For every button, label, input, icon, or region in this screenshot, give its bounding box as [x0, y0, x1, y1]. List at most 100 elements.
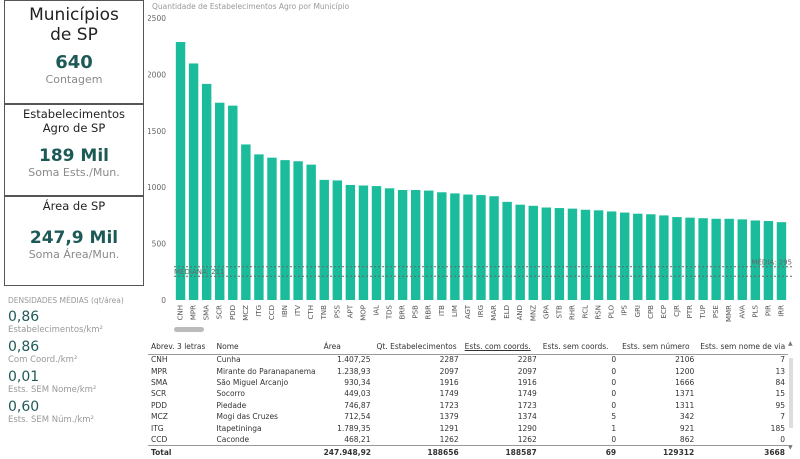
table-cell: 7	[780, 412, 785, 422]
x-tick-label: IBN	[281, 305, 289, 317]
col-header-area[interactable]: Área	[320, 340, 374, 355]
table-cell: 1749	[439, 389, 459, 399]
bar[interactable]	[515, 204, 525, 300]
bar[interactable]	[646, 214, 656, 300]
densidade-item: 0,86 Estabelecimentos/km²	[8, 309, 148, 335]
bar[interactable]	[254, 154, 264, 300]
table-row[interactable]: MCZ Mogi das Cruzes 712,54 1379 1374 5 342 7	[148, 411, 788, 422]
bar[interactable]	[554, 208, 565, 300]
bar[interactable]	[215, 102, 225, 300]
col-header-sem-nome-via[interactable]: Ests. sem nome de via	[697, 340, 788, 355]
bar[interactable]	[450, 193, 460, 300]
densidade-value: 0,01	[8, 369, 40, 385]
col-header-sem-numero[interactable]: Ests. sem número	[619, 340, 698, 355]
bar[interactable]	[633, 213, 643, 300]
scroll-up-icon[interactable]: ▲	[788, 340, 793, 347]
bar[interactable]	[502, 201, 512, 300]
bar[interactable]	[567, 208, 578, 300]
table-row[interactable]: CCD Caconde 468,21 1262 1262 0 862 0	[148, 434, 788, 445]
bar[interactable]	[332, 180, 343, 300]
table-cell: CNH	[151, 355, 168, 365]
bar[interactable]	[280, 160, 290, 300]
bar[interactable]	[437, 192, 447, 300]
table-row[interactable]: SMA São Miguel Arcanjo 930,34 1916 1916 0 1666…	[148, 377, 788, 388]
table-cell: 921	[679, 423, 695, 433]
table-row[interactable]: ITG Itapetininga 1.789,35 1291 1290 1 921 185	[148, 422, 788, 433]
col-header-abrev[interactable]: Abrev. 3 letras	[148, 340, 214, 355]
bar[interactable]	[424, 190, 434, 300]
bar[interactable]	[293, 161, 303, 300]
x-tick-label: TUP	[699, 305, 707, 320]
x-tick-label: APT	[346, 304, 354, 318]
bar[interactable]	[763, 221, 774, 300]
col-header-com-coords[interactable]: Ests. com coords.	[461, 340, 540, 355]
bar[interactable]	[241, 144, 251, 300]
table-cell: 1290	[517, 423, 537, 433]
bar[interactable]	[358, 185, 369, 300]
bar[interactable]	[606, 211, 617, 300]
table-row[interactable]: MPR Mirante do Paranapanema 1.238,93 2097 20…	[148, 365, 788, 376]
bar[interactable]	[619, 212, 630, 300]
x-tick-label: PIR	[764, 305, 772, 316]
x-tick-label: MCZ	[242, 305, 250, 321]
bar[interactable]	[463, 194, 473, 300]
densidade-item: 0,60 Ests. SEM Núm./km²	[8, 399, 148, 425]
y-tick-label: 2000	[148, 70, 166, 79]
table-row[interactable]: PDD Piedade 746,87 1723 1723 0 1311 95	[148, 400, 788, 411]
bar[interactable]	[685, 217, 695, 300]
bar[interactable]	[306, 164, 316, 300]
bar[interactable]	[776, 222, 787, 300]
bar[interactable]	[319, 179, 329, 300]
x-tick-label: RCL	[582, 305, 590, 318]
table-cell: ITG	[151, 423, 164, 433]
col-header-qt-estab[interactable]: Qt. Estabelecimentos	[373, 340, 462, 355]
bar[interactable]	[528, 205, 538, 300]
bar[interactable]	[384, 188, 395, 300]
bar[interactable]	[750, 220, 761, 300]
bar[interactable]	[698, 218, 708, 300]
table-cell: 342	[679, 412, 695, 422]
table-scrollbar[interactable]: ▲ ▼	[788, 340, 794, 452]
chart-scrollbar[interactable]	[174, 327, 204, 332]
table-cell: 2287	[517, 355, 537, 365]
col-header-nome[interactable]: Nome	[213, 340, 321, 355]
scroll-down-icon[interactable]: ▼	[788, 444, 793, 451]
table-cell: 862	[679, 434, 695, 444]
bar[interactable]	[201, 83, 212, 300]
table-row[interactable]: SCR Socorro 449,03 1749 1749 0 1371 15	[148, 388, 788, 399]
bar[interactable]	[724, 218, 734, 300]
table-row[interactable]: CNH Cunha 1.407,25 2287 2287 0 2106 7	[148, 354, 788, 365]
card-municipios-subtitle: Contagem	[45, 72, 103, 86]
bar[interactable]	[188, 63, 199, 300]
bar[interactable]	[476, 195, 486, 300]
y-tick-label: 2500	[148, 14, 166, 23]
densidade-value: 0,86	[8, 339, 40, 355]
col-header-sem-coords[interactable]: Ests. sem coords.	[539, 340, 620, 355]
bar[interactable]	[737, 219, 747, 300]
table-cell: 0	[611, 355, 617, 365]
bar[interactable]	[711, 218, 721, 300]
bar[interactable]	[410, 190, 421, 300]
bar[interactable]	[593, 210, 604, 300]
bar[interactable]	[541, 207, 552, 300]
bar[interactable]	[659, 215, 669, 300]
bar[interactable]	[371, 186, 382, 300]
bar[interactable]	[267, 157, 277, 300]
bar[interactable]	[672, 217, 682, 300]
table-scroll-thumb[interactable]	[789, 358, 793, 428]
bar[interactable]	[489, 196, 499, 300]
densidade-value: 0,60	[8, 399, 40, 415]
bar[interactable]	[175, 42, 186, 301]
table-cell: 2097	[517, 366, 537, 376]
table-cell: 1311	[675, 400, 695, 410]
table-cell: 0	[611, 389, 617, 399]
bar[interactable]	[580, 209, 591, 300]
bar[interactable]	[228, 105, 238, 300]
x-tick-label: ITV	[294, 305, 302, 316]
table-cell: MCZ	[151, 412, 168, 422]
bar[interactable]	[397, 190, 408, 300]
x-tick-label: MNZ	[529, 305, 537, 321]
densidade-value: 0,86	[8, 309, 40, 325]
card-area: Área de SP 247,9 Mil Soma Área/Mun.	[4, 196, 144, 286]
bar[interactable]	[345, 184, 356, 300]
